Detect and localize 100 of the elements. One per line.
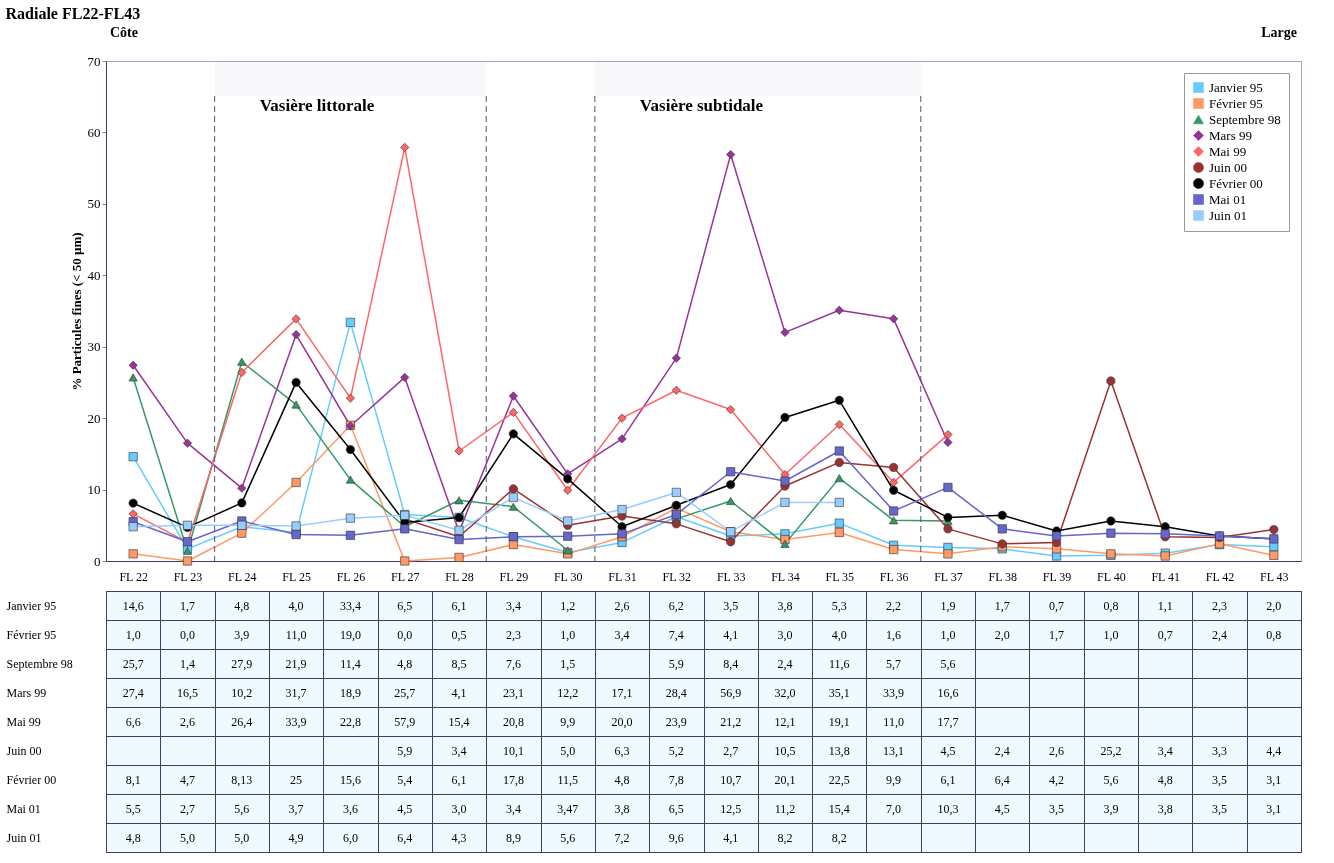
data-label: 1,9 — [940, 598, 956, 613]
data-label: 1,2 — [560, 598, 576, 613]
text: Juin 01 — [6, 831, 42, 845]
data-label: 10,3 — [937, 801, 959, 816]
data-label: 4,5 — [940, 743, 956, 758]
data-label: 4,5 — [994, 801, 1010, 816]
data-label: 1,7 — [179, 598, 195, 613]
data-label: 1,6 — [886, 627, 902, 642]
data-label: 3,6 — [342, 801, 358, 816]
data-label: 0,5 — [451, 627, 467, 642]
data-label: 20,0 — [611, 714, 633, 729]
data-label: 23,9 — [665, 714, 687, 729]
data-label: 1,4 — [179, 656, 195, 671]
y-tick-label: 50 — [87, 196, 101, 212]
x-tick-label: FL 40 — [1097, 569, 1126, 584]
data-label: 2,4 — [994, 743, 1010, 758]
data-label: 5,6 — [1103, 772, 1119, 787]
data-label: 2,6 — [179, 714, 195, 729]
data-label: 4,7 — [179, 772, 195, 787]
text: Janvier 95 — [6, 599, 57, 613]
legend-label: Mai 01 — [1209, 191, 1247, 207]
legend-label: Mars 99 — [1209, 127, 1252, 143]
y-tick-label: 30 — [87, 339, 101, 355]
text: Mai 01 — [6, 802, 41, 816]
y-tick-label: 40 — [87, 267, 101, 283]
data-label: 5,7 — [886, 656, 902, 671]
legend-label: Février 00 — [1209, 175, 1263, 191]
data-label: 12,5 — [720, 801, 742, 816]
data-label: 6,4 — [994, 772, 1010, 787]
data-label: 4,8 — [614, 772, 630, 787]
y-axis-title: % Particules fines (< 50 µm) — [68, 232, 84, 391]
data-label: 21,2 — [720, 714, 742, 729]
data-label: 2,7 — [179, 801, 195, 816]
data-label: 32,0 — [774, 685, 796, 700]
x-tick-label: FL 29 — [499, 569, 529, 584]
data-label: 5,3 — [831, 598, 847, 613]
data-label: 4,8 — [397, 656, 413, 671]
data-label: 2,0 — [994, 627, 1010, 642]
data-label: 3,0 — [451, 801, 467, 816]
data-label: 6,1 — [451, 598, 467, 613]
data-label: 6,2 — [668, 598, 684, 613]
data-label: 57,9 — [394, 714, 416, 729]
x-tick-label: FL 39 — [1042, 569, 1072, 584]
text: Mai 99 — [6, 715, 41, 729]
data-label: 11,2 — [774, 801, 796, 816]
data-label: 4,0 — [288, 598, 304, 613]
data-label: 3,5 — [1049, 801, 1065, 816]
data-label: 7,4 — [668, 627, 684, 642]
x-tick-label: FL 28 — [445, 569, 474, 584]
data-label: 33,9 — [883, 685, 905, 700]
data-label: 3,7 — [288, 801, 304, 816]
data-label: 6,3 — [614, 743, 630, 758]
data-label: 3,4 — [451, 743, 467, 758]
text: Septembre 98 — [6, 657, 73, 671]
data-label: 16,6 — [937, 685, 959, 700]
text: Février 00 — [6, 773, 57, 787]
legend-label: Janvier 95 — [1209, 79, 1263, 95]
data-label: 13,1 — [883, 743, 905, 758]
data-label: 1,7 — [1049, 627, 1065, 642]
x-tick-label: FL 27 — [390, 569, 420, 584]
data-label: 4,3 — [451, 830, 467, 845]
data-label: 8,13 — [231, 772, 253, 787]
data-label: 21,9 — [285, 656, 307, 671]
data-label: 5,5 — [125, 801, 141, 816]
data-label: 9,9 — [560, 714, 576, 729]
data-label: 6,0 — [342, 830, 358, 845]
data-label: 3,8 — [1157, 801, 1173, 816]
text: Large — [1261, 25, 1297, 40]
data-label: 2,3 — [1212, 598, 1228, 613]
data-label: 12,2 — [557, 685, 579, 700]
data-label: 15,6 — [339, 772, 361, 787]
chart-title: Radiale FL22-FL43 — [5, 4, 141, 22]
data-label: 2,4 — [1212, 627, 1228, 642]
data-label: 3,47 — [557, 801, 579, 816]
data-label: 4,8 — [125, 830, 141, 845]
data-label: 4,8 — [234, 598, 250, 613]
x-tick-label: FL 30 — [553, 569, 583, 584]
data-label: 3,0 — [777, 627, 793, 642]
data-label: 5,0 — [179, 830, 195, 845]
text: Juin 00 — [6, 744, 42, 758]
data-label: 5,6 — [560, 830, 576, 845]
data-label: 3,9 — [234, 627, 250, 642]
data-label: 8,4 — [723, 656, 739, 671]
x-tick-label: FL 42 — [1205, 569, 1235, 584]
data-label: 3,4 — [1157, 743, 1173, 758]
band-label: Vasière subtidale — [639, 96, 764, 115]
data-label: 4,1 — [451, 685, 467, 700]
data-label: 8,2 — [831, 830, 847, 845]
data-label: 17,7 — [937, 714, 959, 729]
data-label: 3,8 — [614, 801, 630, 816]
data-label: 11,5 — [557, 772, 578, 787]
data-label: 5,0 — [234, 830, 250, 845]
data-label: 6,5 — [397, 598, 413, 613]
data-label: 25,2 — [1100, 743, 1122, 758]
data-label: 0,8 — [1103, 598, 1119, 613]
data-label: 3,4 — [505, 801, 521, 816]
data-label: 25,7 — [122, 656, 144, 671]
data-label: 1,5 — [560, 656, 576, 671]
x-tick-label: FL 37 — [934, 569, 963, 584]
data-label: 8,9 — [505, 830, 521, 845]
